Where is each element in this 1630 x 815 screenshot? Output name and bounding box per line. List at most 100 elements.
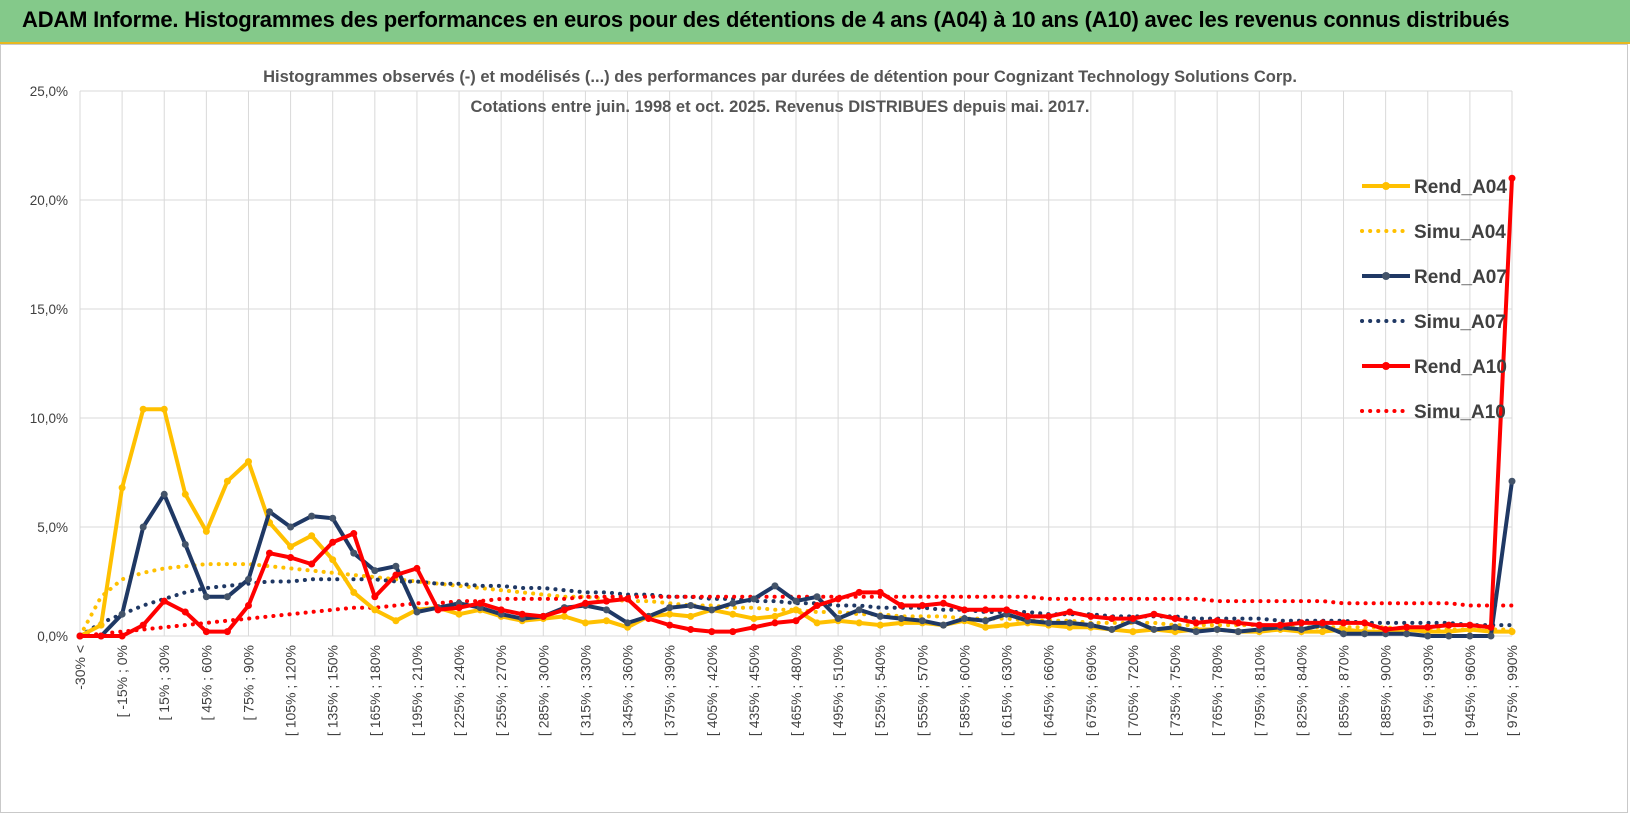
data-point-rend-a10	[1361, 619, 1369, 627]
data-point-rend-a07	[287, 523, 295, 531]
x-tick-label: [ 105% ; 120%	[283, 645, 299, 736]
data-point-rend-a04	[223, 477, 231, 485]
x-tick-label: [ 345% ; 360%	[620, 645, 636, 736]
x-tick-label: [ 375% ; 390%	[662, 645, 678, 736]
data-point-rend-a07	[792, 597, 800, 605]
data-point-rend-a07	[223, 593, 231, 601]
x-tick-label: [ 75% ; 90%	[240, 645, 256, 721]
legend-label-rend-a07: Rend_A07	[1414, 267, 1507, 288]
x-tick-label: [ 495% ; 510%	[830, 645, 846, 736]
data-point-rend-a04	[118, 484, 126, 492]
x-tick-label: [ 615% ; 630%	[999, 645, 1015, 736]
data-point-rend-a10	[308, 560, 316, 568]
chart-legend: Rend_A04 Simu_A04 Rend_A07 Simu_A07 Rend_A10…	[1360, 177, 1507, 423]
x-tick-label: [ 945% ; 960%	[1462, 645, 1478, 736]
data-point-rend-a07	[1171, 623, 1179, 631]
data-point-rend-a10	[624, 595, 632, 603]
data-point-rend-a07	[392, 562, 400, 570]
x-tick-label: [ 15% ; 30%	[156, 645, 172, 721]
x-tick-label: [ -15% ; 0%	[114, 645, 130, 717]
x-tick-label: [ 975% ; 990%	[1504, 645, 1520, 736]
data-point-rend-a10	[876, 588, 884, 596]
data-point-rend-a07	[982, 617, 990, 625]
data-point-rend-a04	[97, 621, 105, 629]
data-point-rend-a07	[181, 540, 189, 548]
data-point-rend-a07	[244, 575, 252, 583]
data-point-rend-a07	[371, 567, 379, 575]
y-tick-label: 5,0%	[37, 520, 68, 535]
data-point-rend-a04	[813, 619, 821, 627]
x-tick-label: [ 135% ; 150%	[325, 645, 341, 736]
data-point-rend-a04	[392, 617, 400, 625]
data-point-rend-a10	[1340, 619, 1348, 627]
data-point-rend-a07	[939, 621, 947, 629]
data-point-rend-a10	[1087, 612, 1095, 620]
data-point-rend-a07	[1466, 632, 1474, 640]
data-point-rend-a04	[139, 405, 147, 413]
x-tick-label: [ 465% ; 480%	[788, 645, 804, 736]
x-tick-label: [ 285% ; 300%	[535, 645, 551, 736]
data-point-rend-a04	[329, 556, 337, 564]
x-tick-label: [ 735% ; 750%	[1167, 645, 1183, 736]
data-point-rend-a07	[1234, 628, 1242, 636]
data-point-rend-a10	[560, 606, 568, 614]
data-point-rend-a10	[244, 601, 252, 609]
data-point-rend-a07	[202, 593, 210, 601]
y-tick-label: 10,0%	[30, 411, 68, 426]
data-point-rend-a07	[876, 612, 884, 620]
data-point-rend-a04	[1129, 628, 1137, 636]
data-point-rend-a07	[308, 512, 316, 520]
data-point-rend-a07	[266, 508, 274, 516]
data-point-rend-a10	[750, 623, 758, 631]
data-point-rend-a10	[1108, 615, 1116, 623]
data-point-rend-a10	[897, 601, 905, 609]
data-point-rend-a10	[1003, 606, 1011, 614]
chart-title-line1: Histogrammes observés (-) et modélisés (…	[263, 68, 1297, 86]
data-point-rend-a10	[581, 599, 589, 607]
x-tick-label: [ 795% ; 810%	[1251, 645, 1267, 736]
legend-label-rend-a10: Rend_A10	[1414, 357, 1507, 378]
data-point-rend-a10	[1382, 625, 1390, 633]
data-point-rend-a10	[1424, 623, 1432, 631]
data-point-rend-a04	[202, 527, 210, 535]
data-point-rend-a07	[1361, 630, 1369, 638]
y-tick-label: 25,0%	[30, 84, 68, 99]
x-tick-label: [ 885% ; 900%	[1378, 645, 1394, 736]
data-point-rend-a10	[202, 628, 210, 636]
data-point-rend-a04	[160, 405, 168, 413]
chart-title-line2: Cotations entre juin. 1998 et oct. 2025.…	[471, 98, 1090, 116]
y-tick-label: 0,0%	[37, 629, 68, 644]
data-point-rend-a04	[982, 623, 990, 631]
data-point-rend-a07	[602, 606, 610, 614]
legend-label-simu-a10: Simu_A10	[1414, 402, 1506, 423]
data-point-rend-a04	[1318, 628, 1326, 636]
x-tick-label: [ 855% ; 870%	[1336, 645, 1352, 736]
data-point-rend-a10	[708, 628, 716, 636]
data-point-rend-a07	[1340, 630, 1348, 638]
data-point-rend-a04	[244, 458, 252, 466]
data-point-rend-a07	[897, 615, 905, 623]
data-point-rend-a10	[982, 606, 990, 614]
data-point-rend-a07	[729, 599, 737, 607]
data-point-rend-a10	[834, 595, 842, 603]
data-point-rend-a10	[1466, 621, 1474, 629]
data-point-rend-a10	[1445, 621, 1453, 629]
data-point-rend-a07	[834, 615, 842, 623]
data-point-rend-a10	[960, 606, 968, 614]
data-point-rend-a10	[1171, 615, 1179, 623]
data-point-rend-a10	[518, 610, 526, 618]
data-point-rend-a04	[750, 615, 758, 623]
data-point-rend-a07	[960, 615, 968, 623]
data-point-rend-a07	[1087, 621, 1095, 629]
data-point-rend-a07	[1213, 625, 1221, 633]
data-point-rend-a10	[223, 628, 231, 636]
data-point-rend-a10	[1403, 623, 1411, 631]
data-point-rend-a04	[350, 588, 358, 596]
data-point-rend-a10	[729, 628, 737, 636]
data-point-rend-a10	[687, 625, 695, 633]
data-point-rend-a04	[855, 619, 863, 627]
x-tick-label: [ 675% ; 690%	[1083, 645, 1099, 736]
data-point-rend-a10	[1276, 621, 1284, 629]
data-point-rend-a07	[687, 601, 695, 609]
